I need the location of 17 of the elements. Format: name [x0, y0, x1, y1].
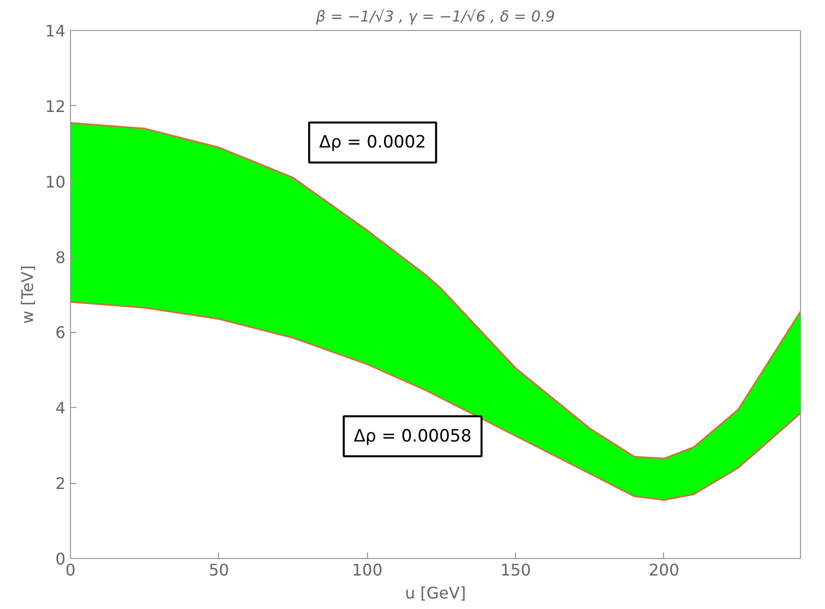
- y-tick-label: 8: [55, 248, 66, 267]
- y-tick-label: 12: [45, 96, 66, 116]
- y-tick-label: 10: [45, 172, 66, 192]
- x-tick-label: 200: [648, 560, 680, 580]
- y-tick-label: 14: [45, 22, 66, 40]
- y-tick-label: 6: [55, 323, 66, 342]
- x-axis-title: u [GeV]: [405, 584, 466, 602]
- chart-title: β = −1/√3 , γ = −1/√6 , δ = 0.9: [315, 8, 555, 26]
- y-axis-title: w [TeV]: [18, 265, 38, 324]
- annotation: Δρ = 0.0002: [319, 132, 426, 152]
- x-tick-label: 50: [208, 560, 230, 580]
- y-tick-label: 2: [55, 474, 66, 494]
- y-tick-label: 4: [55, 398, 66, 418]
- line-series: [70, 301, 800, 501]
- x-tick-label: 100: [352, 560, 383, 580]
- x-tick-label: 150: [500, 560, 531, 580]
- annotation: Δρ = 0.00058: [354, 426, 472, 446]
